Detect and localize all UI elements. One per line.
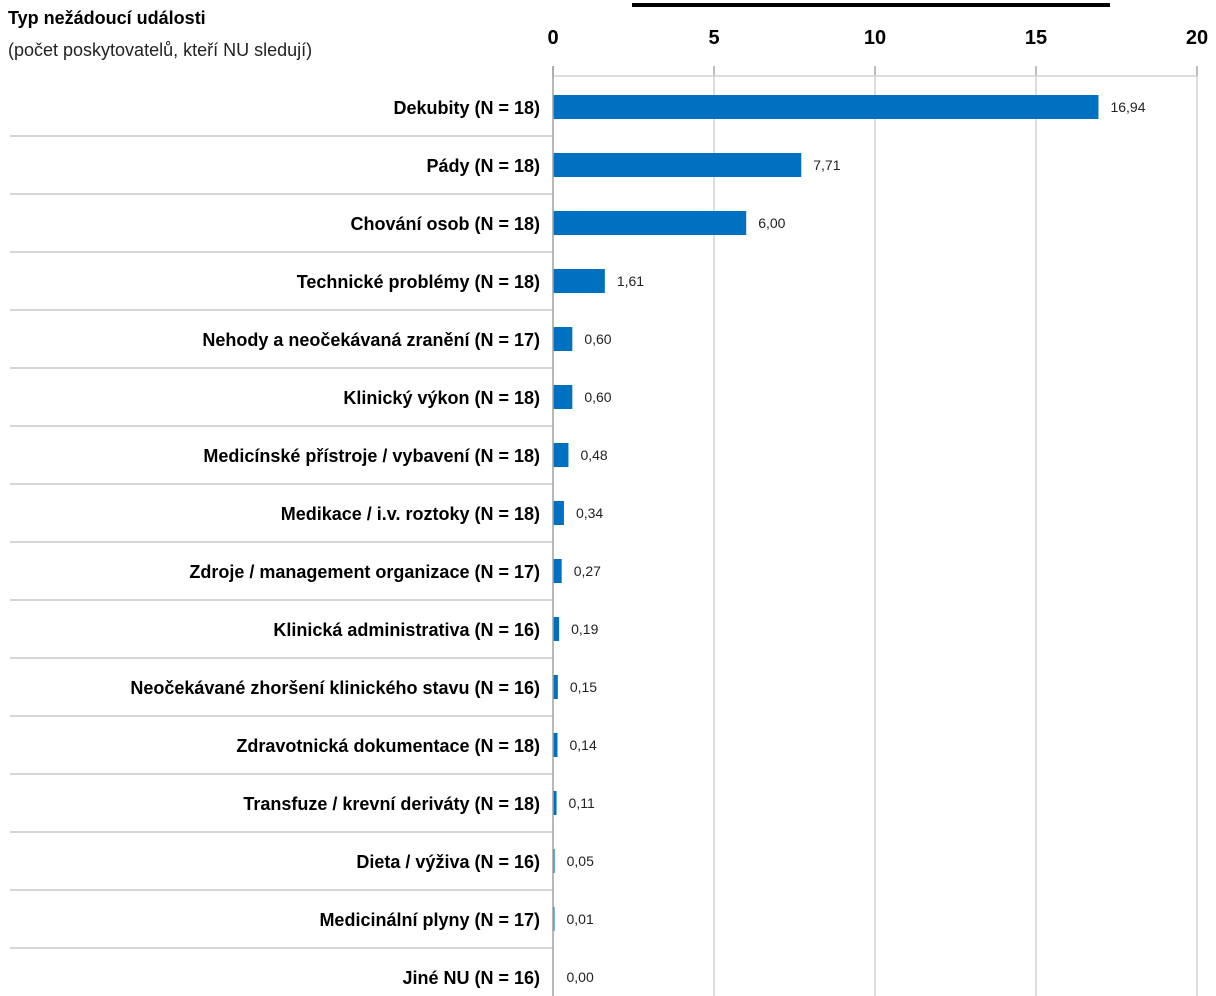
- bar: [553, 791, 557, 815]
- bar: [553, 559, 562, 583]
- category-labels: Dekubity (N = 18) Pády (N = 18) Chování os…: [130, 98, 540, 988]
- chart-header-subtitle: (počet poskytovatelů, kteří NU sledují): [8, 40, 313, 60]
- value-labels: 16,94 7,71 6,00 1,61 0,60 0,60 0,48 0,34 0,27 0,1…: [567, 99, 1146, 985]
- bar: [553, 269, 605, 293]
- bar: [553, 95, 1099, 119]
- bar: [553, 501, 564, 525]
- x-tick-label: 5: [708, 27, 719, 49]
- category-label: Klinický výkon (N = 18): [343, 388, 540, 408]
- chart-header-title: Typ nežádoucí události: [8, 8, 206, 28]
- data-label: 0,11: [569, 795, 595, 811]
- category-label: Zdroje / management organizace (N = 17): [189, 562, 540, 582]
- bar: [553, 733, 558, 757]
- x-tick-label: 20: [1186, 27, 1208, 49]
- category-label: Nehody a neočekávaná zranění (N = 17): [202, 330, 540, 350]
- data-label: 0,15: [570, 679, 597, 695]
- x-axis-ticks: 0 5 10 15 20: [547, 27, 1208, 77]
- data-label: 0,05: [567, 853, 594, 869]
- x-tick-label: 10: [864, 27, 886, 49]
- category-label: Technické problémy (N = 18): [297, 272, 540, 292]
- data-label: 0,34: [576, 505, 603, 521]
- data-label: 16,94: [1110, 99, 1145, 115]
- category-label: Medicinální plyny (N = 17): [319, 910, 540, 930]
- bar: [553, 211, 747, 235]
- data-label: 0,14: [570, 737, 597, 753]
- data-label: 0,60: [584, 389, 611, 405]
- data-label: 1,61: [617, 273, 644, 289]
- top-rule-divider: [632, 3, 1110, 7]
- category-label: Chování osob (N = 18): [350, 214, 540, 234]
- data-label: 6,00: [758, 215, 785, 231]
- data-label: 0,27: [574, 563, 601, 579]
- category-label: Pády (N = 18): [426, 156, 540, 176]
- x-tick-label: 0: [547, 27, 558, 49]
- data-label: 7,71: [813, 157, 840, 173]
- data-label: 0,19: [571, 621, 598, 637]
- data-label: 0,01: [567, 911, 594, 927]
- category-label: Zdravotnická dokumentace (N = 18): [236, 736, 540, 756]
- data-label: 0,00: [567, 969, 594, 985]
- category-label: Transfuze / krevní deriváty (N = 18): [243, 794, 540, 814]
- category-label: Dieta / výživa (N = 16): [356, 852, 540, 872]
- bar: [553, 675, 558, 699]
- bar: [553, 617, 560, 641]
- x-tick-label: 15: [1025, 27, 1047, 49]
- category-label: Dekubity (N = 18): [393, 98, 540, 118]
- bar: [553, 153, 802, 177]
- bar: [553, 443, 569, 467]
- category-label: Jiné NU (N = 16): [402, 968, 540, 988]
- bar: [553, 385, 573, 409]
- data-label: 0,48: [580, 447, 607, 463]
- bar: [553, 327, 573, 351]
- category-label: Neočekávané zhoršení klinického stavu (N…: [130, 678, 540, 698]
- bars: [553, 95, 1099, 931]
- category-label: Klinická administrativa (N = 16): [273, 620, 540, 640]
- category-label: Medicínské přístroje / vybavení (N = 18): [203, 446, 540, 466]
- bar: [553, 849, 555, 873]
- data-label: 0,60: [584, 331, 611, 347]
- category-label: Medikace / i.v. roztoky (N = 18): [281, 504, 540, 524]
- row-separators: [10, 135, 553, 949]
- grid-lines: [713, 66, 1198, 996]
